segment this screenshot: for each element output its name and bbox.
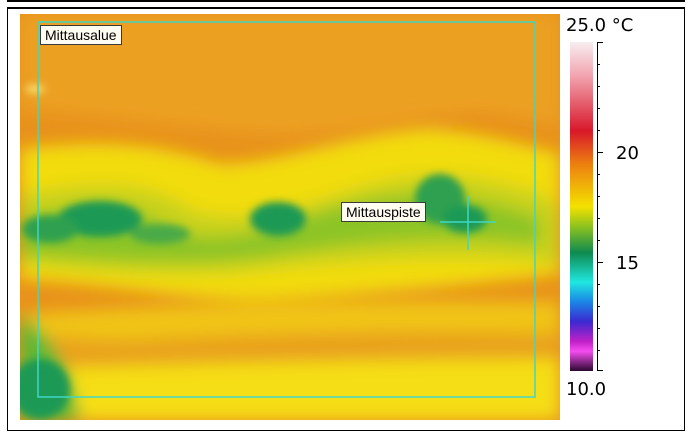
scale-tick xyxy=(597,86,600,87)
scale-tick xyxy=(597,262,603,263)
scale-tick xyxy=(597,328,600,329)
measurement-point-label: Mittauspiste xyxy=(341,202,426,222)
scale-tick xyxy=(597,370,603,371)
scale-tick-label-15: 15 xyxy=(616,253,639,274)
scale-tick xyxy=(597,130,600,131)
scale-tick xyxy=(597,284,600,285)
scale-tick xyxy=(597,174,600,175)
scale-min-label: 10.0 xyxy=(566,379,607,400)
scale-tick xyxy=(597,64,600,65)
scale-tick xyxy=(597,196,600,197)
scale-tick xyxy=(597,108,600,109)
scale-tick xyxy=(597,240,600,241)
scale-tick-label-20: 20 xyxy=(616,143,639,164)
thermal-image xyxy=(20,14,560,420)
top-border xyxy=(7,0,685,2)
color-scale-bar xyxy=(570,42,593,371)
scale-max-label: 25.0 °C xyxy=(566,15,634,36)
scale-tick xyxy=(597,42,603,43)
scale-tick xyxy=(597,152,603,153)
scale-tick xyxy=(597,350,600,351)
measurement-area-label: Mittausalue xyxy=(40,25,122,45)
window-frame xyxy=(7,7,685,431)
scale-tick xyxy=(597,218,600,219)
scale-tick xyxy=(597,306,600,307)
scale-axis-line xyxy=(597,42,598,371)
